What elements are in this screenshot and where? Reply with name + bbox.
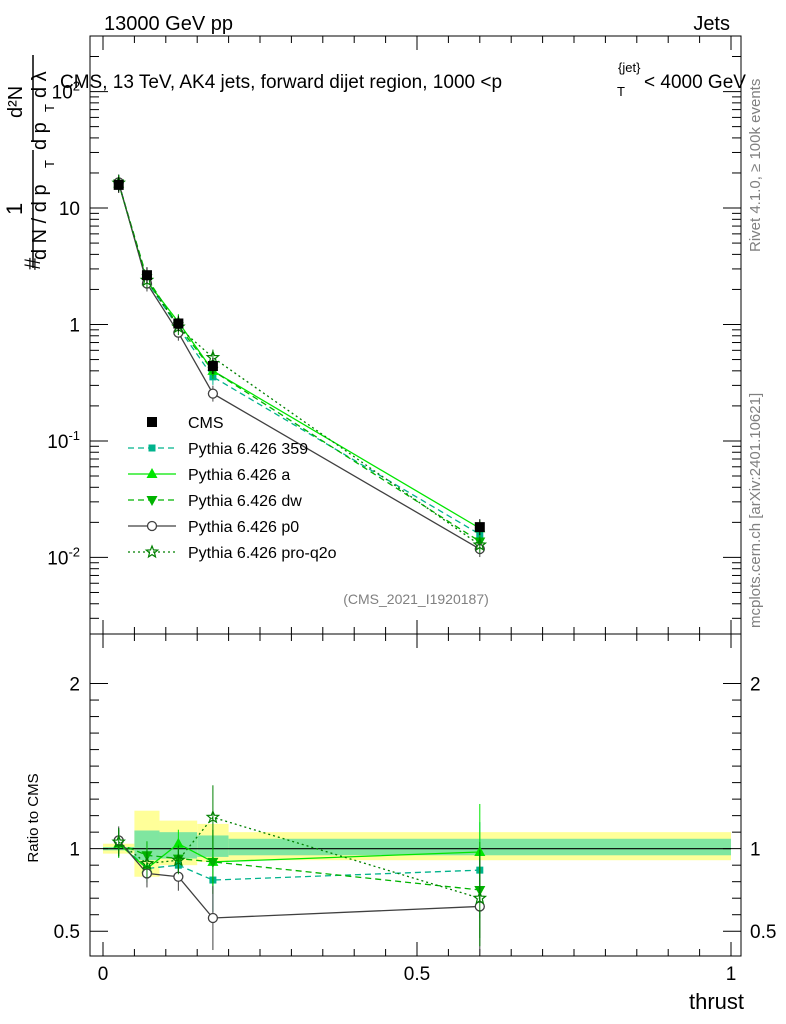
ratio-x-tick-label: 0 xyxy=(98,964,109,985)
ratio-x-tick-label: 0.5 xyxy=(404,964,430,985)
y-label-denominator: d N / d p xyxy=(29,184,51,260)
legend-label-cms: CMS xyxy=(188,415,224,432)
series-line-proq2o xyxy=(118,182,481,546)
legend-label-proq2o: Pythia 6.426 pro-q2o xyxy=(188,545,337,562)
series-p359 xyxy=(115,174,484,543)
legend-marker-cms xyxy=(147,417,157,427)
ratio-y-tick-label-right: 0.5 xyxy=(750,922,776,943)
main-y-tick-label: 10-2 xyxy=(47,544,80,569)
main-y-tick-label: 10-1 xyxy=(47,428,80,453)
y-label-lambda: d λ xyxy=(29,71,51,98)
series-cms xyxy=(113,176,485,536)
series-a xyxy=(113,175,486,537)
point-cms xyxy=(207,361,218,372)
main-title: CMS, 13 TeV, AK4 jets, forward dijet reg… xyxy=(60,60,746,99)
main-title-text: CMS, 13 TeV, AK4 jets, forward dijet reg… xyxy=(60,72,502,93)
legend-marker-a xyxy=(146,468,158,478)
ratio-series-proq2o xyxy=(111,785,488,947)
analysis-id: (CMS_2021_I1920187) xyxy=(343,591,489,607)
legend-marker-dw xyxy=(146,496,158,506)
point-cms xyxy=(141,270,152,281)
main-series xyxy=(111,174,488,558)
point-proq2o xyxy=(472,537,488,552)
legend-marker-proq2o xyxy=(144,544,160,559)
ratio-uncertainty-bands xyxy=(103,810,731,877)
header-left: 13000 GeV pp xyxy=(104,13,233,35)
legend-marker-p0 xyxy=(146,520,158,532)
main-y-tick-label: 102 xyxy=(52,79,80,104)
ratio-point-dw xyxy=(207,857,219,868)
ratio-point-proq2o xyxy=(111,834,126,849)
ratio-plot-frame xyxy=(89,633,742,957)
y-label-sub-t-2: T xyxy=(42,104,57,112)
ratio-line-proq2o xyxy=(118,816,480,899)
series-line-p359 xyxy=(118,182,481,535)
legend-label-a: Pythia 6.426 a xyxy=(188,467,290,484)
y-label-denominator-2: d p xyxy=(29,122,51,150)
main-y-tick-label: 1 xyxy=(69,315,80,336)
legend-label-p359: Pythia 6.426 359 xyxy=(188,441,308,458)
ratio-y-tick-label-right: 2 xyxy=(750,675,761,696)
ratio-y-tick-label: 2 xyxy=(69,675,80,696)
legend-label-dw: Pythia 6.426 dw xyxy=(188,493,302,510)
header-right: Jets xyxy=(693,13,730,35)
legend: CMS Pythia 6.426 359 Pythia 6.426 a Pythia … xyxy=(128,415,337,562)
main-axis-tick-labels: 10-2 10-1 1 10 102 xyxy=(47,79,80,570)
ratio-point-p0 xyxy=(207,912,219,924)
ratio-point-proq2o xyxy=(472,890,488,905)
main-title-sub: T xyxy=(617,84,625,99)
series-line-dw xyxy=(118,183,481,543)
ratio-y-tick-label: 1 xyxy=(69,840,80,861)
ratio-series xyxy=(111,785,488,955)
y-label-numerator: d²N xyxy=(5,86,27,118)
ratio-y-tick-label: 0.5 xyxy=(54,922,80,943)
legend-label-p0: Pythia 6.426 p0 xyxy=(188,519,299,536)
ratio-point-a xyxy=(172,837,184,848)
ratio-y-label: Ratio to CMS xyxy=(25,773,42,862)
y-label-sub-t: T xyxy=(42,160,57,168)
ratio-point-proq2o xyxy=(205,809,221,824)
legend-marker-p359 xyxy=(148,444,156,452)
main-y-tick-label: 10 xyxy=(59,199,80,220)
point-cms xyxy=(173,318,184,329)
ratio-x-tick-label: 1 xyxy=(726,964,737,985)
rivet-label: Rivet 4.1.0, ≥ 100k events xyxy=(747,79,764,252)
main-title-tail: < 4000 GeV xyxy=(644,72,746,93)
point-cms xyxy=(113,179,124,190)
y-label-one: 1 xyxy=(2,203,27,215)
main-y-axis-label: # 1 d N / d p T d²N d p T d λ xyxy=(2,55,57,270)
mcplots-label: mcplots.cern.ch [arXiv:2401.10621] xyxy=(747,393,764,628)
ratio-y-tick-label-right: 1 xyxy=(750,840,761,861)
main-title-sup: {jet} xyxy=(618,60,641,75)
ratio-axis-ticks xyxy=(90,634,741,956)
point-cms xyxy=(474,522,485,533)
point-p0 xyxy=(207,388,219,399)
x-axis-label: thrust xyxy=(689,989,744,1014)
ratio-point-proq2o xyxy=(171,852,186,867)
ratio-axis-tick-labels: 0 0.5 1 0.5 0.5 1 1 2 2 xyxy=(54,675,777,985)
main-axis-ticks xyxy=(90,35,741,634)
ratio-point-proq2o xyxy=(139,855,155,870)
series-line-a xyxy=(118,183,481,529)
